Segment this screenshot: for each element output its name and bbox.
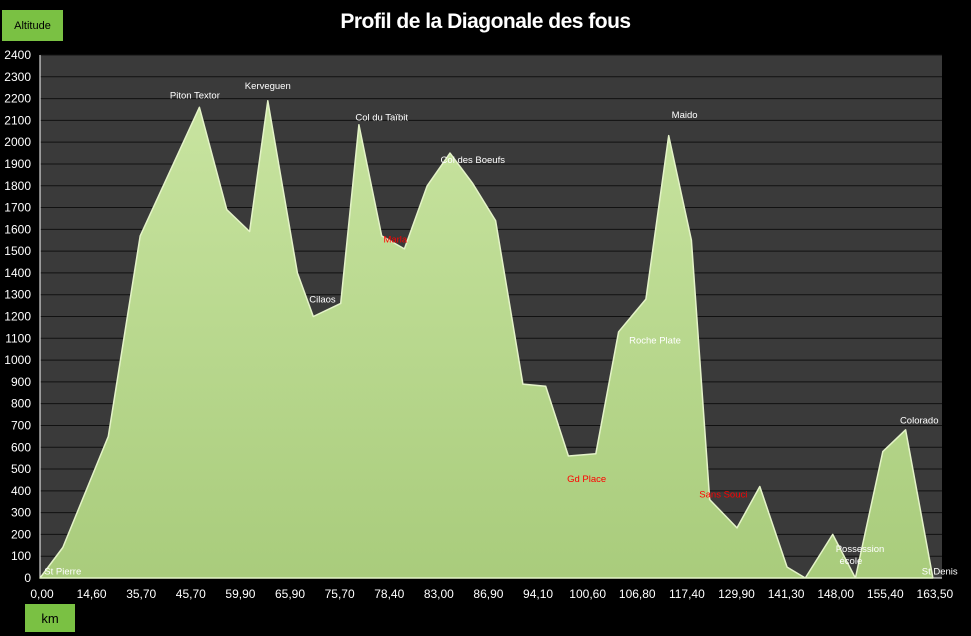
x-tick-label: 141,30: [768, 587, 805, 601]
x-tick-label: 75,70: [325, 587, 355, 601]
y-tick-label: 600: [11, 440, 31, 454]
y-tick-label: 1100: [5, 331, 31, 345]
x-tick-label: 86,90: [473, 587, 503, 601]
annotation-label: Marla: [383, 234, 407, 245]
y-tick-label: 2400: [4, 48, 31, 62]
x-tick-label: 94,10: [523, 587, 553, 601]
x-tick-label: 45,70: [176, 587, 206, 601]
annotation-label: école: [840, 556, 863, 567]
x-tick-label: 35,70: [126, 587, 156, 601]
annotation-label: Piton Textor: [170, 91, 220, 102]
annotation-label: Col des Boeufs: [441, 155, 506, 166]
x-tick-label: 148,00: [817, 587, 854, 601]
x-tick-label: 117,40: [669, 587, 705, 601]
annotation-label: Cilaos: [309, 294, 336, 305]
x-tick-label: 163,50: [917, 587, 954, 601]
chart-title: Profil de la Diagonale des fous: [340, 10, 631, 33]
y-tick-label: 2200: [4, 92, 31, 106]
y-tick-label: 1600: [4, 222, 31, 236]
altitude-area-series-0: [39, 100, 934, 579]
x-tick-labels: 0,00 14,60 35,70 45,70 59,90 65,90 75,70 78,40 8…: [30, 587, 953, 601]
y-tick-label: 2100: [4, 113, 31, 127]
x-tick-label: 100,60: [569, 587, 606, 601]
y-tick-label: 2300: [4, 70, 31, 84]
y-axis-label: Altitude: [2, 10, 63, 41]
x-tick-label: 155,40: [867, 587, 904, 601]
x-tick-label: 0,00: [30, 587, 54, 601]
y-tick-label: 200: [11, 527, 31, 541]
series-area: [39, 100, 934, 579]
y-tick-label: 1800: [4, 179, 31, 193]
annotation-label: Sans Souci: [699, 489, 747, 500]
y-tick-label: 700: [11, 418, 31, 432]
x-tick-label: 14,60: [77, 587, 107, 601]
annotation-label: Col du Taïbit: [355, 112, 408, 123]
annotation-label: St Pierre: [44, 567, 81, 578]
x-tick-label: 59,90: [225, 587, 255, 601]
y-tick-label: 1000: [4, 353, 31, 367]
y-tick-label: 100: [11, 549, 31, 563]
y-tick-label: 2000: [4, 135, 31, 149]
annotation-label: St Denis: [922, 567, 958, 578]
x-tick-label: 83,00: [424, 587, 454, 601]
y-tick-label: 800: [11, 397, 31, 411]
y-tick-label: 1900: [4, 157, 31, 171]
annotation-label: Colorado: [900, 415, 939, 426]
y-tick-label: 400: [11, 484, 31, 498]
y-tick-label: 300: [11, 506, 31, 520]
annotation-label: Possession: [836, 544, 885, 555]
annotation-label: Roche Plate: [629, 336, 681, 347]
annotation-label: Kerveguen: [245, 81, 291, 92]
x-tick-label: 129,90: [718, 587, 755, 601]
annotation-label: Gd Place: [567, 474, 606, 485]
y-tick-label: 500: [11, 462, 31, 476]
y-tick-label: 1500: [4, 244, 31, 258]
x-tick-label: 78,40: [374, 587, 404, 601]
x-tick-label: 65,90: [275, 587, 305, 601]
x-tick-label: 106,80: [619, 587, 656, 601]
x-axis-label: km: [25, 604, 75, 632]
y-tick-label: 0: [24, 571, 31, 585]
y-tick-label: 900: [11, 375, 31, 389]
point-annotations: St Pierre Piton Textor Kerveguen Cilaos Col …: [44, 81, 958, 578]
y-tick-label: 1300: [4, 288, 31, 302]
y-tick-label: 1400: [4, 266, 31, 280]
y-tick-label: 1700: [4, 201, 31, 215]
y-tick-labels: 0 100 200 300 400 500 600 700 800 900 1000 1100 1200…: [4, 48, 31, 585]
annotation-label: Maido: [672, 110, 698, 121]
y-tick-label: 1200: [4, 310, 31, 324]
